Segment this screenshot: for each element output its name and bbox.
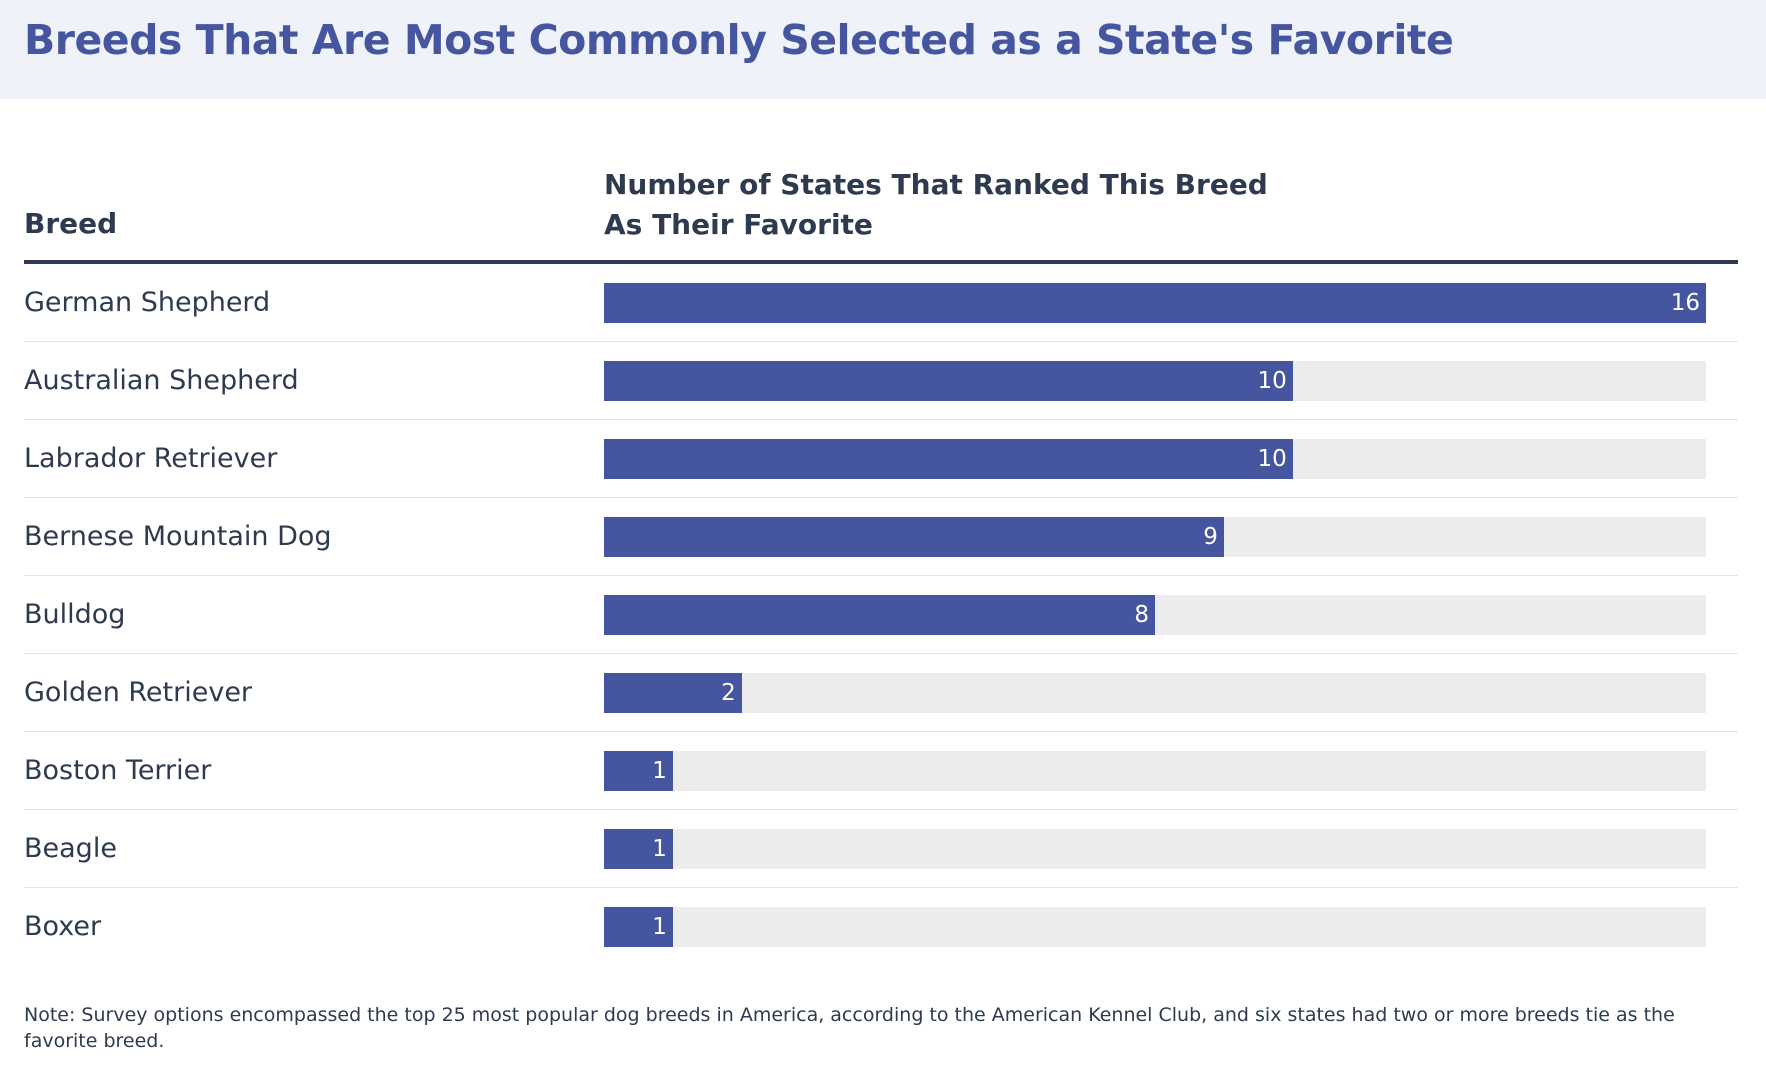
row-divider <box>24 809 1738 810</box>
bar-track: 10 <box>604 439 1706 479</box>
bar-track: 10 <box>604 361 1706 401</box>
table-row: Boxer 1 <box>24 888 1738 966</box>
breed-label: Golden Retriever <box>24 677 253 708</box>
bar: 1 <box>604 907 673 947</box>
breed-label: Boxer <box>24 911 102 942</box>
row-divider <box>24 653 1738 654</box>
bar-track: 1 <box>604 829 1706 869</box>
breed-label: Boston Terrier <box>24 755 212 786</box>
breed-label: Bulldog <box>24 599 126 630</box>
row-divider <box>24 731 1738 732</box>
table-row: Beagle 1 <box>24 810 1738 888</box>
row-divider <box>24 341 1738 342</box>
breed-label: Australian Shepherd <box>24 365 299 396</box>
row-divider <box>24 887 1738 888</box>
bar-value-label: 9 <box>1203 524 1218 550</box>
column-header-count-line2: As Their Favorite <box>604 208 873 241</box>
bar: 1 <box>604 751 673 791</box>
table-row: Australian Shepherd 10 <box>24 342 1738 420</box>
row-divider <box>24 497 1738 498</box>
bar-track: 2 <box>604 673 1706 713</box>
bar: 9 <box>604 517 1224 557</box>
bar: 1 <box>604 829 673 869</box>
bar-value-label: 2 <box>721 680 736 706</box>
table-row: Golden Retriever 2 <box>24 654 1738 732</box>
table-row: German Shepherd 16 <box>24 264 1738 342</box>
bar-value-label: 16 <box>1670 290 1700 316</box>
footnote: Note: Survey options encompassed the top… <box>24 1004 1675 1052</box>
bar-track: 16 <box>604 283 1706 323</box>
column-header-count: Number of States That Ranked This Breed … <box>604 165 1268 245</box>
breed-label: Beagle <box>24 833 117 864</box>
row-divider <box>24 419 1738 420</box>
breed-label: Labrador Retriever <box>24 443 278 474</box>
bar-value-label: 8 <box>1134 602 1149 628</box>
bar-track: 1 <box>604 751 1706 791</box>
bar-value-label: 1 <box>652 836 667 862</box>
bar: 16 <box>604 283 1706 323</box>
breed-label: Bernese Mountain Dog <box>24 521 332 552</box>
bar-value-label: 10 <box>1257 446 1287 472</box>
bar: 8 <box>604 595 1155 635</box>
bar-value-label: 10 <box>1257 368 1287 394</box>
title-banner: Breeds That Are Most Commonly Selected a… <box>0 0 1766 99</box>
table-row: Bernese Mountain Dog 9 <box>24 498 1738 576</box>
bar-track: 1 <box>604 907 1706 947</box>
bar-track: 8 <box>604 595 1706 635</box>
table-row: Labrador Retriever 10 <box>24 420 1738 498</box>
table-row: Boston Terrier 1 <box>24 732 1738 810</box>
bar-value-label: 1 <box>652 758 667 784</box>
breed-label: German Shepherd <box>24 287 271 318</box>
page-title: Breeds That Are Most Commonly Selected a… <box>24 16 1454 64</box>
bar: 10 <box>604 439 1293 479</box>
column-header-breed: Breed <box>24 207 118 240</box>
header-rule <box>24 260 1738 264</box>
column-header-count-line1: Number of States That Ranked This Breed <box>604 168 1268 201</box>
table-row: Bulldog 8 <box>24 576 1738 654</box>
bar-value-label: 1 <box>652 914 667 940</box>
bar: 10 <box>604 361 1293 401</box>
bar-track: 9 <box>604 517 1706 557</box>
row-divider <box>24 575 1738 576</box>
bar: 2 <box>604 673 742 713</box>
